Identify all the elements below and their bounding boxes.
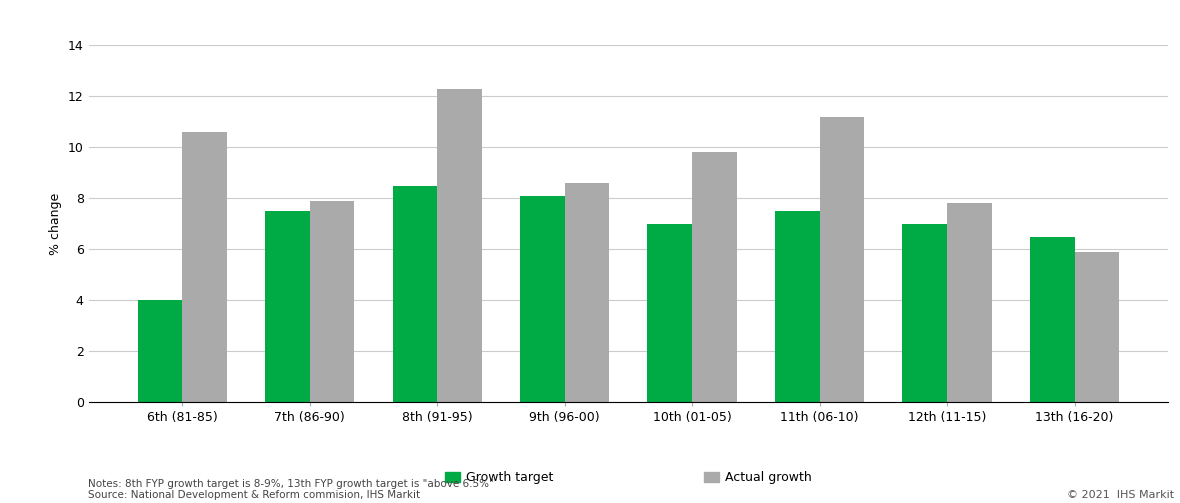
Bar xyxy=(648,224,693,402)
Bar xyxy=(138,300,182,402)
Bar xyxy=(1075,252,1119,402)
Bar xyxy=(775,211,820,402)
Text: Notes: 8th FYP growth target is 8-9%, 13th FYP growth target is "above 6.5%"
Sou: Notes: 8th FYP growth target is 8-9%, 13… xyxy=(88,479,494,500)
Bar xyxy=(309,201,354,402)
Text: © 2021  IHS Markit: © 2021 IHS Markit xyxy=(1067,490,1174,500)
Bar xyxy=(564,183,609,402)
Bar xyxy=(1030,236,1075,402)
Bar xyxy=(820,117,864,402)
Bar xyxy=(437,89,481,402)
Bar xyxy=(182,132,227,402)
Bar xyxy=(903,224,948,402)
Text: China Five-Year Plan growth targets vs actual: China Five-Year Plan growth targets vs a… xyxy=(9,16,435,34)
Bar xyxy=(948,203,991,402)
Bar xyxy=(266,211,309,402)
Bar xyxy=(393,186,437,402)
Legend: Growth target, Actual growth: Growth target, Actual growth xyxy=(445,471,812,484)
Bar xyxy=(693,152,736,402)
Bar xyxy=(520,196,564,402)
Y-axis label: % change: % change xyxy=(50,193,63,255)
